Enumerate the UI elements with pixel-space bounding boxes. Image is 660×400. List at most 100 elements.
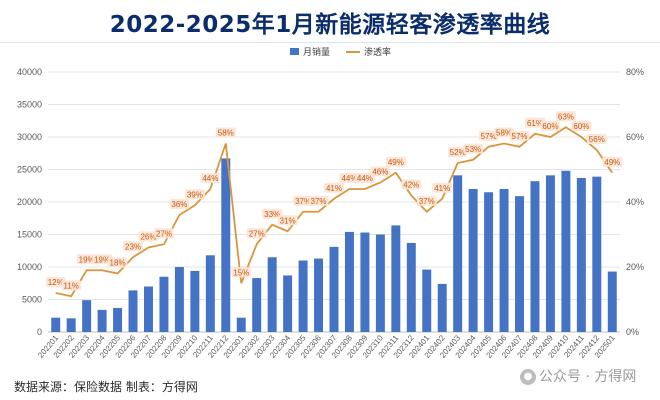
line-data-label: 31%	[280, 216, 296, 225]
bar	[314, 258, 324, 332]
source-note: 数据来源：保险数据 制表：方得网	[14, 380, 198, 394]
line-label-bg	[447, 147, 468, 157]
line-data-label: 53%	[465, 145, 481, 154]
line-label-bg	[262, 208, 283, 219]
bar	[453, 175, 463, 332]
line-data-label: 19%	[79, 255, 95, 264]
bar	[360, 232, 370, 332]
line-label-bg	[494, 127, 514, 138]
line-data-label: 26%	[140, 233, 156, 242]
bar	[298, 260, 308, 332]
line-label-bg	[324, 182, 344, 193]
line-label-bg	[478, 130, 499, 141]
line-label-bg	[107, 257, 128, 268]
line-label-bg	[602, 156, 623, 167]
y-right-tick-label: 40%	[626, 197, 644, 207]
line-label-bg	[416, 195, 437, 206]
line-label-bg	[339, 173, 360, 183]
bar	[607, 271, 617, 332]
line-data-label: 58%	[496, 129, 512, 138]
y-left-tick-label: 40000	[17, 67, 42, 77]
line-label-bg	[76, 254, 97, 265]
y-left-tick-label: 30000	[17, 132, 42, 142]
line-label-bg	[184, 189, 205, 200]
line-label-bg	[231, 267, 252, 278]
bar	[144, 286, 153, 332]
y-right-tick-label: 20%	[626, 262, 644, 272]
bar	[82, 300, 92, 332]
line-data-label: 44%	[357, 174, 373, 183]
y-left-tick-label: 5000	[22, 295, 42, 305]
line-data-label: 58%	[218, 129, 234, 138]
y-left-tick-label: 25000	[17, 165, 42, 175]
line-data-label: 57%	[512, 132, 528, 141]
bar	[283, 275, 293, 332]
watermark-text: 公众号 · 方得网	[539, 369, 637, 385]
bar	[205, 255, 215, 332]
bar	[190, 270, 200, 332]
line-data-label: 18%	[110, 259, 126, 268]
line-data-label: 37%	[311, 197, 327, 206]
wechat-icon: ●	[520, 369, 536, 385]
line-data-label: 61%	[527, 119, 543, 128]
line-data-label: 57%	[481, 132, 497, 141]
line-label-bg	[138, 231, 159, 242]
line-data-label: 60%	[542, 122, 558, 131]
line-data-label: 44%	[202, 174, 218, 183]
line-data-label: 33%	[264, 210, 280, 219]
y-right-tick-label: 0%	[626, 327, 639, 337]
bar	[221, 158, 231, 332]
line-label-bg	[277, 215, 298, 226]
line-data-label: 37%	[295, 197, 311, 206]
line-data-label: 41%	[434, 184, 450, 193]
line-data-label: 56%	[589, 135, 605, 144]
y-right-tick-label: 80%	[626, 67, 644, 77]
bar	[592, 176, 602, 332]
bar	[422, 269, 432, 332]
line-label-bg	[432, 182, 453, 193]
line-data-label: 44%	[341, 174, 357, 183]
line-data-label: 15%	[233, 268, 249, 277]
line-label-bg	[525, 117, 545, 128]
chart-canvas: 0 5000 10000 15000 20000 25000 30000 35000 40000…	[17, 46, 644, 360]
line-data-label: 60%	[573, 122, 589, 131]
line-data-label: 23%	[125, 242, 141, 251]
penetration-line	[55, 126, 614, 298]
line-data-label: 49%	[388, 158, 404, 167]
line-data-label: 46%	[372, 168, 388, 177]
line-label-bg	[586, 134, 607, 144]
bar	[128, 290, 138, 332]
line-label-bg	[45, 277, 66, 287]
line-label-bg	[555, 111, 576, 122]
bar	[406, 242, 416, 332]
line-label-bg	[92, 254, 113, 265]
y-left-tick-label: 35000	[17, 100, 42, 110]
line-data-label: 19%	[94, 255, 110, 264]
line-data-label: 41%	[326, 184, 342, 193]
bar	[236, 317, 246, 332]
line-label-bg	[308, 195, 329, 206]
line-data-label: 39%	[187, 190, 203, 199]
line-label-bg	[293, 195, 313, 206]
line-data-label: 12%	[48, 278, 64, 287]
line-label-bg	[401, 179, 422, 190]
bar	[113, 307, 123, 332]
bar	[329, 246, 339, 332]
line-label-bg	[169, 199, 190, 209]
y-right-tick-label: 60%	[626, 132, 644, 142]
bar	[576, 177, 586, 332]
legend-label: 月销量	[303, 46, 330, 58]
y-left-tick-label: 10000	[17, 262, 42, 272]
line-data-label: 37%	[419, 197, 435, 206]
chart-title: 2022-2025年1月新能源轻客渗透率曲线	[109, 12, 551, 38]
line-data-label: 49%	[604, 158, 620, 167]
bar	[484, 192, 494, 332]
line-label-bg	[154, 228, 174, 239]
bar	[267, 257, 277, 332]
bar	[561, 170, 571, 332]
line-label-bg	[509, 130, 530, 141]
y-left-tick-label: 0	[37, 327, 42, 337]
bar	[499, 189, 509, 332]
legend: 月销量 渗透率	[290, 46, 391, 58]
line-label-bg	[123, 241, 143, 252]
